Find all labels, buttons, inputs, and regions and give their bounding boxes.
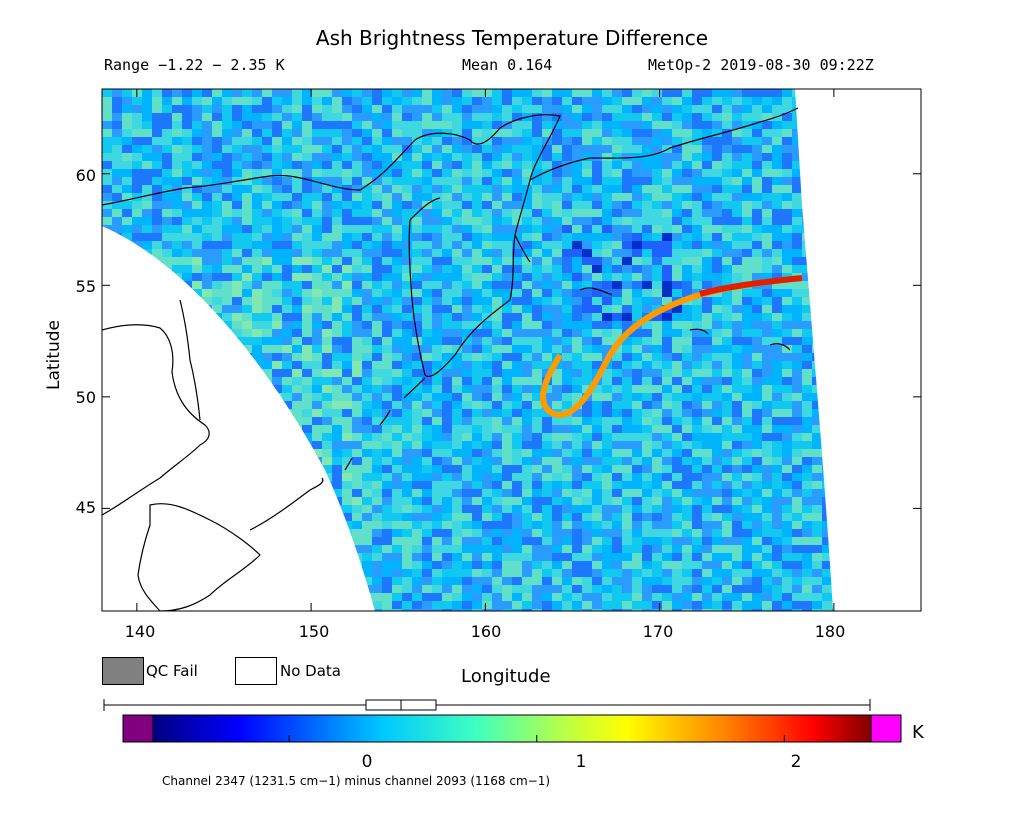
no-data-label: No Data	[280, 662, 341, 680]
y-axis-label: Latitude	[44, 320, 64, 390]
y-tick-label: 50	[75, 388, 96, 407]
colorbar-tick-label: 2	[790, 752, 802, 772]
colorbar-tick-label: 0	[361, 752, 373, 772]
axis-ticks	[102, 89, 921, 611]
colorbar	[152, 714, 872, 743]
y-tick-label: 60	[75, 166, 96, 185]
mean-readout: Mean 0.164	[462, 56, 553, 74]
x-tick-label: 140	[124, 622, 156, 641]
ash-plume-core	[699, 275, 803, 297]
y-tick-label: 55	[75, 277, 96, 296]
no-data-swatch	[235, 657, 277, 685]
x-tick-label: 160	[470, 622, 502, 641]
no-data-region-east	[795, 89, 921, 611]
colorbar-unit: K	[912, 722, 924, 743]
x-tick-label: 180	[814, 622, 846, 641]
qc-fail-label: QC Fail	[146, 662, 198, 680]
colorbar-ticks	[288, 735, 785, 742]
no-data-region-west	[102, 226, 375, 611]
satellite-time-readout: MetOp-2 2019-08-30 09:22Z	[648, 56, 874, 74]
x-axis-label: Longitude	[461, 666, 551, 687]
brightness-swath	[102, 89, 921, 611]
x-tick-label: 170	[642, 622, 674, 641]
qc-fail-swatch	[102, 657, 144, 685]
colorbar-above-range	[870, 714, 902, 743]
colorbar-below-range	[122, 714, 154, 743]
plot-frame	[101, 88, 922, 612]
range-readout: Range −1.22 − 2.35 K	[104, 56, 285, 74]
y-tick-label: 45	[75, 498, 96, 517]
x-tick-label: 150	[298, 622, 330, 641]
map-title: Ash Brightness Temperature Difference	[315, 26, 709, 50]
colorbar-tick-label: 1	[575, 752, 587, 772]
coastlines	[102, 107, 799, 611]
channel-caption: Channel 2347 (1231.5 cm−1) minus channel…	[162, 774, 551, 788]
